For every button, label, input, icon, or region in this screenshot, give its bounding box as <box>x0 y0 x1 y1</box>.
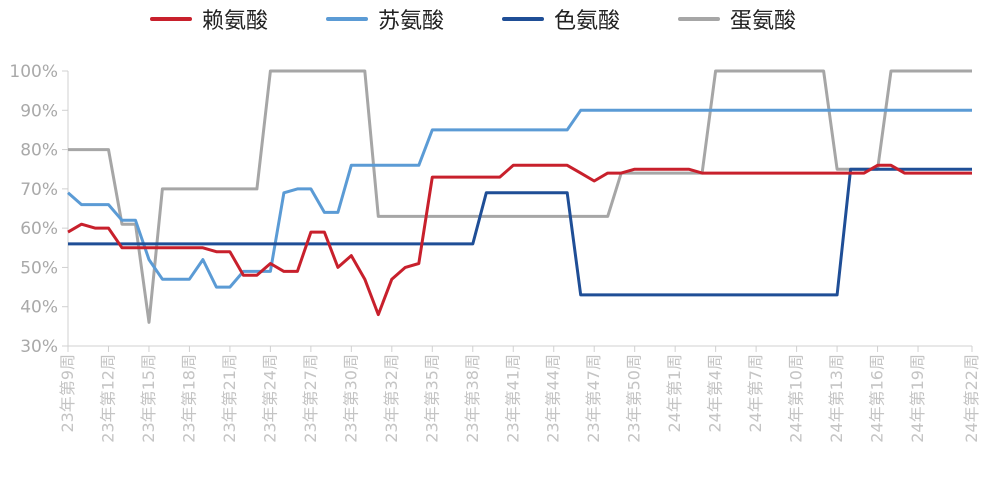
legend-item-tryptophan: 色氨酸 <box>502 3 620 35</box>
x-tick-label: 23年第21周 <box>220 354 239 443</box>
x-tick-label: 24年第1周 <box>665 354 684 433</box>
x-tick-label: 23年第35周 <box>422 354 441 443</box>
x-tick-label: 23年第50周 <box>625 354 644 443</box>
x-tick-label: 24年第13周 <box>827 354 846 443</box>
legend-label-tryptophan: 色氨酸 <box>554 9 621 34</box>
series-line-2 <box>68 167 972 297</box>
x-tick-label: 23年第30周 <box>341 354 360 443</box>
x-tick-label: 23年第24周 <box>260 354 279 443</box>
x-tick-label: 23年第44周 <box>544 354 563 443</box>
legend-swatch-methionine <box>678 17 721 21</box>
series-line-1 <box>67 108 972 289</box>
x-tick-label: 24年第10周 <box>787 354 806 443</box>
x-tick-label: 23年第15周 <box>139 354 158 443</box>
y-tick-label: 50% <box>20 258 58 278</box>
x-tick-label: 24年第7周 <box>746 354 765 433</box>
legend-label-threonine: 苏氨酸 <box>378 9 445 34</box>
series-line-3 <box>68 69 972 324</box>
legend: 赖氨酸 苏氨酸 色氨酸 蛋氨酸 <box>150 4 890 34</box>
series-lines <box>67 69 972 324</box>
x-tick-label: 23年第9周 <box>58 354 77 433</box>
axes: 30% 40% 50% 60% 70% 80% 90% 100% 23年第9周 23年第12周 23… <box>9 62 981 443</box>
legend-label-lysine: 赖氨酸 <box>202 9 269 34</box>
x-tick-label: 23年第38周 <box>463 354 482 443</box>
x-tick-label: 23年第32周 <box>382 354 401 443</box>
legend-item-lysine: 赖氨酸 <box>150 3 268 35</box>
legend-item-methionine: 蛋氨酸 <box>678 3 796 35</box>
y-tick-label: 40% <box>20 298 58 318</box>
y-tick-label: 70% <box>20 180 58 200</box>
x-tick-label: 23年第27周 <box>301 354 320 443</box>
x-tick-label: 24年第19周 <box>908 354 927 443</box>
y-tick-label: 30% <box>20 337 58 357</box>
x-tick-label: 23年第18周 <box>179 354 198 443</box>
x-tick-label: 24年第16周 <box>868 354 887 443</box>
legend-swatch-tryptophan <box>502 17 545 21</box>
y-tick-label: 90% <box>20 101 58 121</box>
legend-swatch-lysine <box>150 17 192 21</box>
y-tick-label: 60% <box>20 219 58 239</box>
legend-label-methionine: 蛋氨酸 <box>730 9 797 34</box>
x-tick-label: 23年第12周 <box>98 354 117 443</box>
x-tick-label: 23年第47周 <box>584 354 603 443</box>
series-line-0 <box>67 163 972 317</box>
y-tick-label: 80% <box>20 141 58 161</box>
legend-item-threonine: 苏氨酸 <box>326 3 444 35</box>
x-tick-label: 24年第22周 <box>962 354 981 443</box>
legend-swatch-threonine <box>326 17 369 21</box>
y-tick-label: 100% <box>9 62 58 82</box>
x-tick-label: 24年第4周 <box>706 354 725 433</box>
x-tick-label: 23年第41周 <box>503 354 522 443</box>
